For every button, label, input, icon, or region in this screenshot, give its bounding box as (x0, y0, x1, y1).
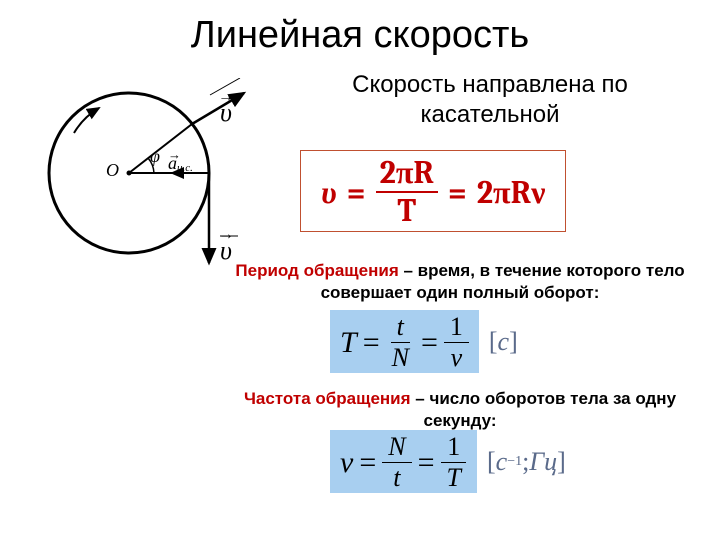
period-units: [c] (489, 327, 518, 357)
period-formula: T = t N = 1 ν [c] (330, 310, 518, 373)
subtitle: Скорость направлена по касательной (280, 70, 700, 130)
angle-label: φ (150, 146, 160, 167)
center-label: O (106, 160, 119, 181)
velocity-label-top: → υ (220, 98, 232, 128)
period-definition: Период обращения – время, в течение кото… (230, 260, 690, 304)
frequency-formula: ν = N t = 1 T [c−1;Гц] (330, 430, 566, 493)
accel-label: → a ц.с. (168, 153, 193, 174)
circular-motion-diagram: O φ → a ц.с. → υ → υ (34, 78, 254, 278)
main-formula: υ = 2πR T = 2πRν (321, 157, 545, 227)
frequency-definition: Частота обращения – число оборотов тела … (230, 388, 690, 432)
frequency-units: [c−1;Гц] (487, 447, 566, 477)
slide: Линейная скорость Скорость направлена по… (0, 0, 720, 540)
main-formula-box: υ = 2πR T = 2πRν (300, 150, 566, 232)
page-title: Линейная скорость (0, 14, 720, 57)
